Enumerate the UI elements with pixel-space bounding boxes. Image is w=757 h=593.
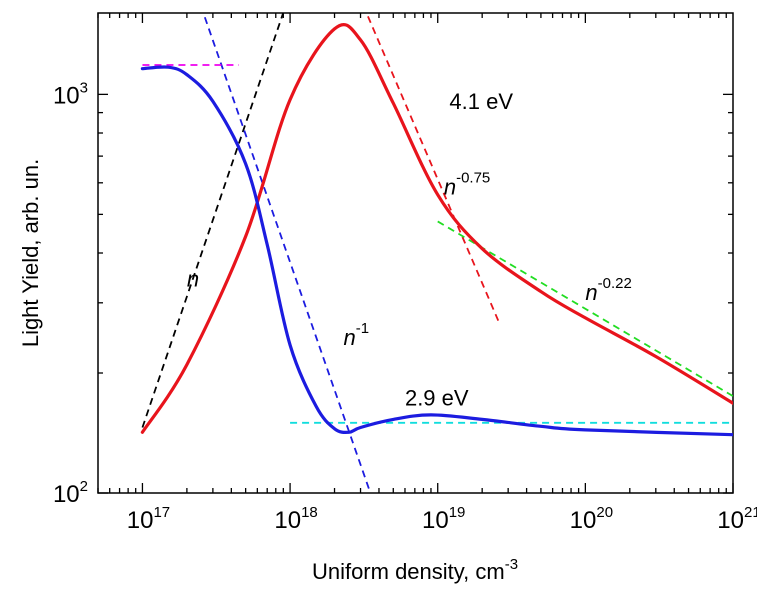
y-tick-label: 102: [53, 478, 88, 508]
power-law-label: n-0.22: [585, 275, 631, 305]
energy-label: 4.1 eV: [449, 89, 513, 114]
guide-line-n: [141, 13, 285, 428]
x-tick-label: 1017: [127, 504, 170, 534]
y-axis-title: Light Yield, arb. un.: [18, 159, 43, 347]
x-tick-label: 1019: [422, 504, 465, 534]
plot-lines: [140, 13, 733, 493]
annotations: 4.1 eV 2.9 eV n n-1 n-0.75 n-0.22: [187, 89, 632, 410]
x-axis-title: Uniform density, cm-3: [312, 556, 518, 584]
guide-line-n-0-75: [365, 13, 500, 323]
guide-line-n-0-22: [437, 220, 733, 397]
power-law-label: n-0.75: [444, 170, 490, 200]
series-line-4-1-ev: [140, 23, 733, 434]
plot-frame: [97, 12, 734, 494]
energy-label: 2.9 eV: [405, 385, 469, 410]
x-tick-label: 1020: [570, 504, 613, 534]
power-law-label: n: [187, 266, 199, 291]
y-tick-label: 103: [53, 79, 88, 109]
x-tick-label: 1021: [717, 504, 757, 534]
series-line-2-9-ev: [140, 65, 733, 437]
axis-ticks: [97, 13, 734, 494]
guide-line-n-1: [202, 13, 372, 493]
power-law-label: n-1: [343, 320, 369, 350]
tick-labels: 1017 1018 1019 1020 1021 102 103: [53, 79, 757, 534]
x-tick-label: 1018: [274, 504, 317, 534]
